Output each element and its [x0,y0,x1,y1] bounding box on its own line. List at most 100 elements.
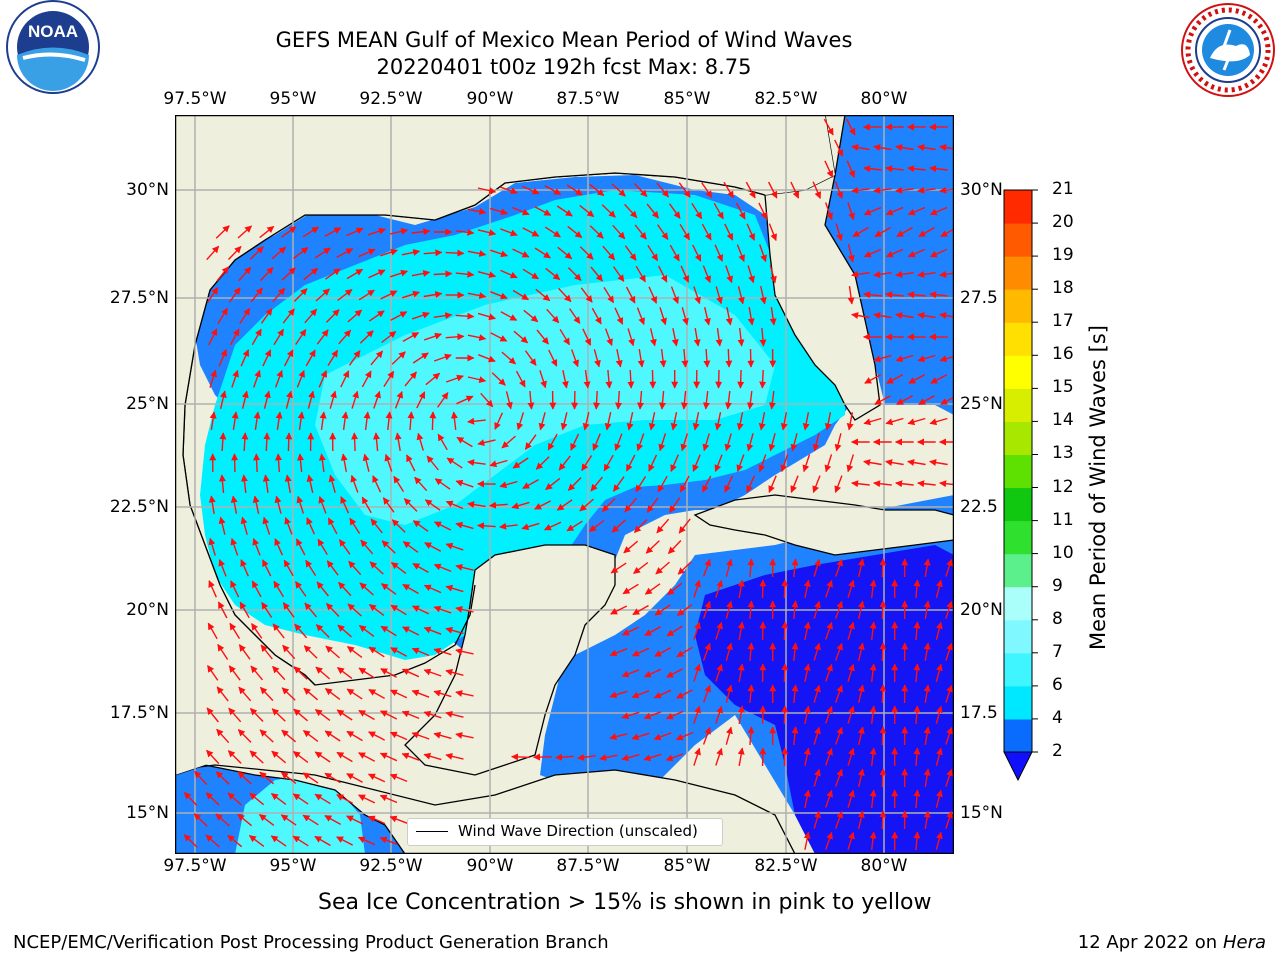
wave-direction-arrow [824,412,832,431]
wave-direction-arrow [603,287,615,304]
wave-direction-arrow [249,792,265,806]
wave-direction-arrow [379,248,398,257]
wave-direction-arrow [263,390,271,409]
wave-direction-arrow [847,789,855,808]
wave-direction-arrow [270,793,287,805]
wave-direction-arrow [781,747,789,767]
wave-direction-arrow [231,369,239,388]
wave-direction-arrow [825,705,833,724]
lon-tick-bottom: 80°W [860,856,908,876]
colorbar-segment [1004,289,1032,323]
wave-direction-arrow [423,332,442,341]
wave-direction-arrow [736,244,745,263]
wave-direction-arrow [604,328,613,347]
wave-direction-arrow [285,432,293,452]
wave-direction-arrow [631,732,650,741]
mexico-land [175,115,835,775]
wave-direction-arrow [847,831,855,850]
wave-direction-arrow [589,183,605,197]
wave-direction-arrow [251,623,263,639]
wave-direction-arrow [543,521,562,531]
wave-direction-arrow [658,433,667,452]
wave-direction-arrow [455,479,474,488]
wave-direction-arrow [282,602,295,618]
wave-direction-arrow [327,517,338,535]
wave-direction-arrow [864,374,882,384]
wave-direction-arrow [259,225,275,239]
wave-direction-arrow [316,329,329,345]
wave-direction-arrow [379,752,398,762]
wave-direction-arrow [524,350,537,366]
wave-direction-arrow [217,307,228,325]
wave-direction-arrow [678,182,691,198]
wave-direction-arrow [725,307,733,326]
wave-direction-arrow [314,835,331,847]
wave-direction-arrow [863,206,882,216]
colorbar-label: 15 [1052,377,1074,398]
wave-direction-arrow [231,411,239,431]
wave-direction-arrow [381,330,397,344]
wave-direction-arrow [802,454,811,473]
wave-direction-arrow [873,312,892,319]
colorbar-segment [1004,685,1032,720]
wave-direction-arrow [623,540,639,554]
wave-direction-arrow [834,181,843,200]
lat-tick-left: 17.5°N [109,703,169,723]
wave-direction-arrow [635,476,647,493]
wave-direction-arrow [477,271,497,279]
wave-direction-arrow [847,286,855,305]
wave-direction-arrow [262,349,272,367]
wave-direction-arrow [825,579,833,598]
wave-direction-arrow [715,369,723,389]
wave-direction-arrow [527,390,535,410]
wave-direction-arrow [522,268,539,280]
wave-direction-arrow [611,519,626,533]
colorbar-segment [1004,355,1032,389]
wave-direction-arrow [703,348,711,368]
wave-direction-arrow [215,813,230,827]
wave-direction-arrow [411,605,430,615]
lon-tick-bottom: 85°W [663,856,711,876]
wave-direction-arrow [193,813,208,827]
wave-direction-arrow [825,831,833,850]
wave-direction-arrow [348,560,362,576]
wave-direction-arrow [579,498,594,512]
wave-direction-arrow [367,773,386,783]
wave-direction-arrow [747,642,755,662]
wave-direction-arrow [275,411,283,431]
wave-direction-arrow [314,247,331,259]
colorbar-segment [1004,223,1032,257]
wave-direction-arrow [271,708,286,722]
wave-direction-arrow [357,794,376,804]
wave-direction-arrow [539,370,547,389]
wave-direction-arrow [571,349,579,368]
wave-direction-arrow [294,623,308,639]
wave-direction-arrow [725,265,733,284]
wave-direction-arrow [923,684,931,704]
wave-direction-arrow [612,224,626,240]
wave-direction-arrow [886,374,904,384]
wave-direction-arrow [305,349,316,367]
wave-direction-arrow [714,244,723,262]
wave-direction-arrow [582,412,590,431]
wave-direction-arrow [411,270,431,277]
wave-direction-arrow [714,454,723,473]
wave-direction-arrow [759,286,767,305]
colorbar-label: 19 [1052,245,1074,266]
wave-direction-arrow [917,186,936,194]
wave-direction-arrow [280,772,297,784]
wave-direction-arrow [567,267,582,281]
wave-direction-arrow [445,752,464,760]
wave-direction-arrow [851,144,870,151]
wave-direction-arrow [857,810,865,829]
wave-direction-arrow [315,624,330,638]
wave-direction-arrow [359,330,374,344]
wave-direction-arrow [284,516,293,535]
wave-direction-arrow [522,185,540,195]
wave-direction-arrow [275,453,283,473]
wave-direction-arrow [737,747,745,767]
wave-direction-arrow [790,433,798,452]
wave-direction-arrow [781,579,789,599]
wave-direction-arrow [389,815,408,824]
sea-ice-note: Sea Ice Concentration > 15% is shown in … [318,890,932,915]
